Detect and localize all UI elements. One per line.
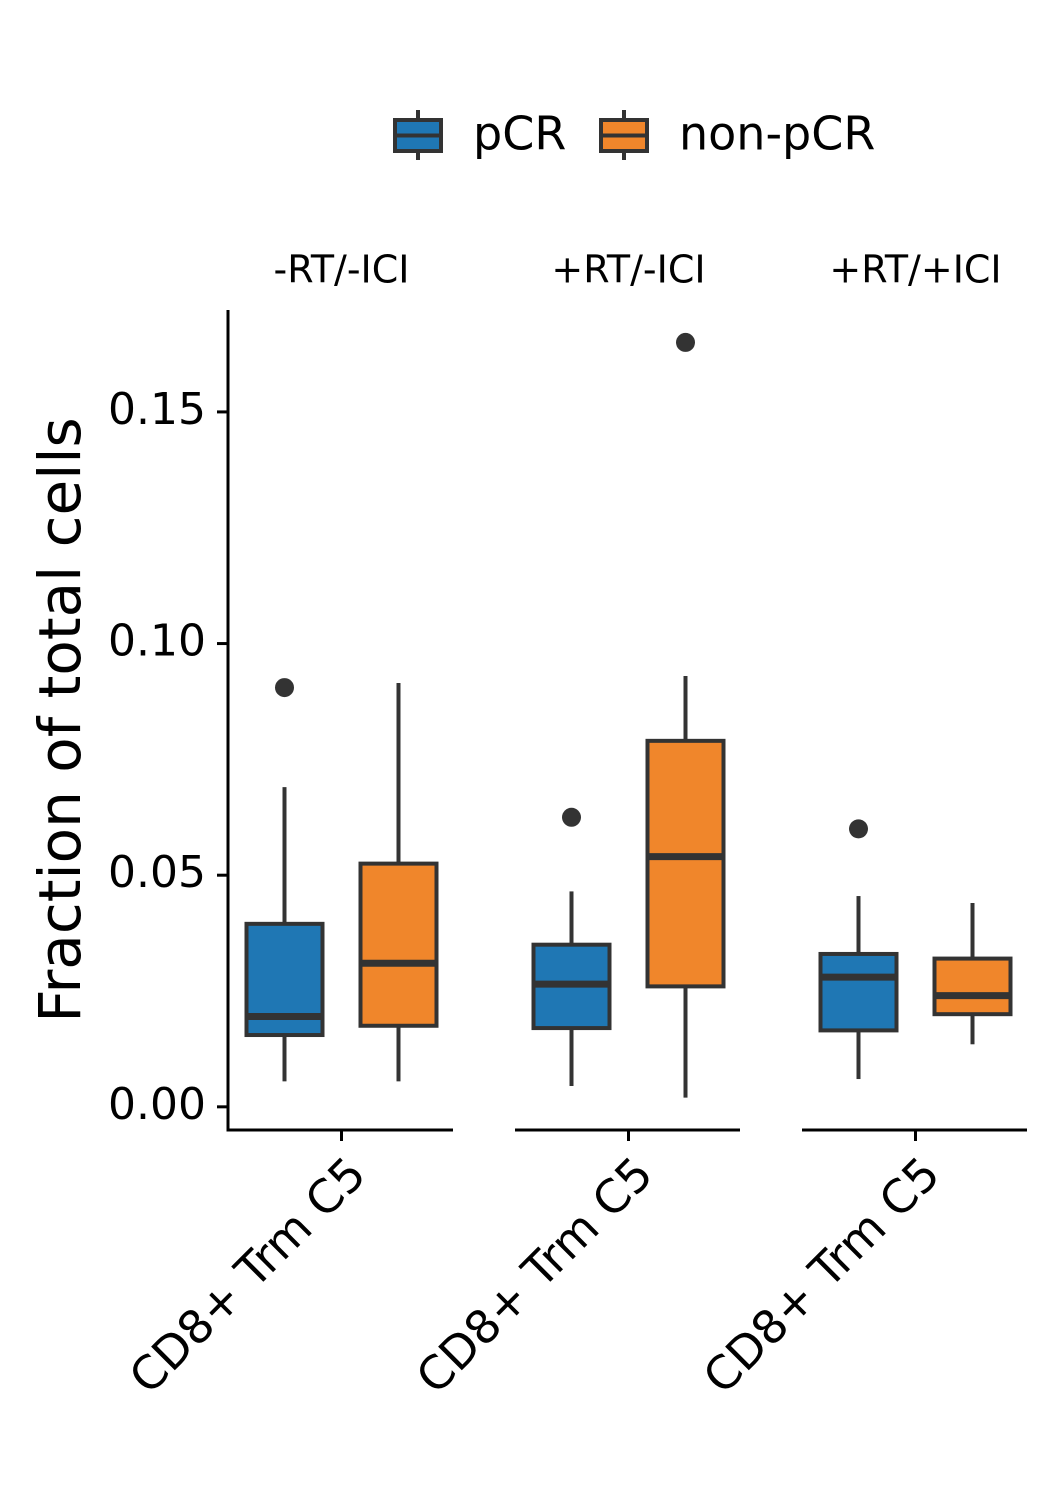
box-non-pCR [645,332,726,1098]
panel-titles: -RT/-ICI +RT/-ICI +RT/+ICI [273,248,1001,292]
x-tick-label: CD8+ Trm C5 [406,1146,664,1404]
y-axis: 0.00 0.05 0.10 0.15 [108,310,230,1132]
panel: CD8+ Trm C5 [406,332,740,1404]
legend-item: non-pCR [599,107,875,161]
y-tick-label: 0.15 [108,384,206,435]
panel-title: +RT/-ICI [551,248,705,292]
outlier-point [562,807,581,827]
box-body [818,951,899,1033]
box-body [932,956,1013,1017]
panel-title: -RT/-ICI [273,248,409,292]
box-pCR [244,678,325,1082]
box-pCR [531,807,612,1086]
panel: CD8+ Trm C5 [119,678,453,1404]
box-body [645,738,726,989]
y-tick-label: 0.10 [108,616,206,667]
outlier-point [676,332,695,352]
legend-label: non-pCR [679,107,875,161]
panels: CD8+ Trm C5 CD8+ Trm C5 CD8+ Trm C5 [119,332,1027,1404]
outlier-point [275,678,294,698]
box-body [358,861,439,1028]
y-tick-label: 0.05 [108,847,206,898]
box-non-pCR [932,902,1013,1045]
x-tick-label: CD8+ Trm C5 [693,1146,951,1404]
x-tick-label: CD8+ Trm C5 [119,1146,377,1404]
y-axis-label: Fraction of total cells [26,417,94,1022]
legend-label: pCR [473,107,566,161]
y-tick-label: 0.00 [108,1079,206,1130]
panel: CD8+ Trm C5 [693,819,1027,1404]
legend: pCR non-pCR [393,107,875,161]
legend-item: pCR [393,107,566,161]
outlier-point [849,819,868,839]
box-pCR [818,819,899,1080]
box-non-pCR [358,682,439,1082]
panel-title: +RT/+ICI [829,248,1001,292]
